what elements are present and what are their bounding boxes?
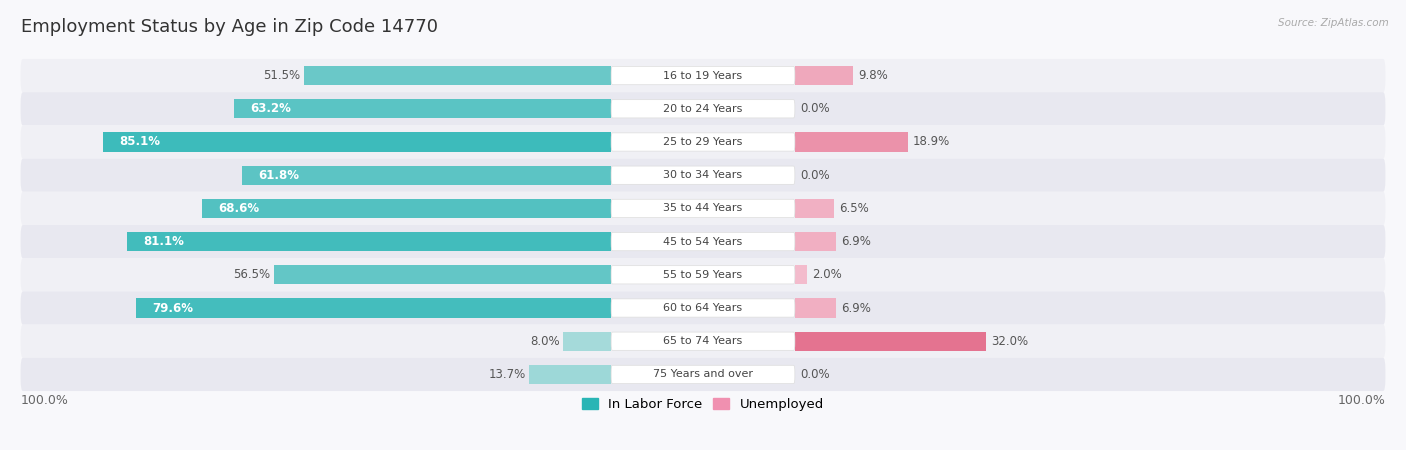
FancyBboxPatch shape <box>21 358 1385 391</box>
Bar <box>233 99 612 118</box>
Text: 75 Years and over: 75 Years and over <box>652 369 754 379</box>
Legend: In Labor Force, Unemployed: In Labor Force, Unemployed <box>576 393 830 417</box>
FancyBboxPatch shape <box>21 258 1385 292</box>
Bar <box>794 265 807 284</box>
Text: 56.5%: 56.5% <box>233 268 270 281</box>
FancyBboxPatch shape <box>612 299 794 317</box>
FancyBboxPatch shape <box>612 99 794 118</box>
FancyBboxPatch shape <box>612 166 794 184</box>
FancyBboxPatch shape <box>612 266 794 284</box>
Text: 79.6%: 79.6% <box>152 302 193 315</box>
Bar <box>529 365 612 384</box>
Bar <box>304 66 612 85</box>
Text: 45 to 54 Years: 45 to 54 Years <box>664 237 742 247</box>
Bar <box>564 332 612 351</box>
Text: 20 to 24 Years: 20 to 24 Years <box>664 104 742 114</box>
Bar <box>794 332 986 351</box>
Text: 100.0%: 100.0% <box>1337 394 1385 407</box>
Text: 32.0%: 32.0% <box>991 335 1028 348</box>
Text: 18.9%: 18.9% <box>912 135 950 148</box>
FancyBboxPatch shape <box>612 332 794 351</box>
FancyBboxPatch shape <box>21 324 1385 358</box>
FancyBboxPatch shape <box>21 225 1385 258</box>
Text: 6.5%: 6.5% <box>839 202 869 215</box>
Text: Employment Status by Age in Zip Code 14770: Employment Status by Age in Zip Code 147… <box>21 18 439 36</box>
Text: 51.5%: 51.5% <box>263 69 301 82</box>
FancyBboxPatch shape <box>21 192 1385 225</box>
FancyBboxPatch shape <box>612 233 794 251</box>
Text: 0.0%: 0.0% <box>800 169 830 182</box>
Text: 100.0%: 100.0% <box>21 394 69 407</box>
FancyBboxPatch shape <box>21 126 1385 158</box>
Bar <box>794 132 908 152</box>
Bar <box>103 132 612 152</box>
Text: 8.0%: 8.0% <box>530 335 560 348</box>
Bar <box>136 298 612 318</box>
FancyBboxPatch shape <box>612 199 794 217</box>
Bar <box>794 199 834 218</box>
FancyBboxPatch shape <box>612 67 794 85</box>
FancyBboxPatch shape <box>21 158 1385 192</box>
Bar <box>794 298 837 318</box>
Text: 9.8%: 9.8% <box>859 69 889 82</box>
Bar <box>274 265 612 284</box>
Text: 55 to 59 Years: 55 to 59 Years <box>664 270 742 280</box>
Text: 13.7%: 13.7% <box>489 368 526 381</box>
Text: 35 to 44 Years: 35 to 44 Years <box>664 203 742 213</box>
Text: 25 to 29 Years: 25 to 29 Years <box>664 137 742 147</box>
FancyBboxPatch shape <box>612 365 794 383</box>
Bar <box>794 66 853 85</box>
Text: 30 to 34 Years: 30 to 34 Years <box>664 170 742 180</box>
Text: 6.9%: 6.9% <box>841 235 872 248</box>
Text: 85.1%: 85.1% <box>120 135 160 148</box>
Text: 6.9%: 6.9% <box>841 302 872 315</box>
FancyBboxPatch shape <box>21 92 1385 126</box>
FancyBboxPatch shape <box>21 59 1385 92</box>
Text: 0.0%: 0.0% <box>800 102 830 115</box>
FancyBboxPatch shape <box>612 133 794 151</box>
Bar <box>201 199 612 218</box>
Text: 16 to 19 Years: 16 to 19 Years <box>664 71 742 81</box>
Text: 63.2%: 63.2% <box>250 102 291 115</box>
Text: 65 to 74 Years: 65 to 74 Years <box>664 336 742 346</box>
Text: 61.8%: 61.8% <box>259 169 299 182</box>
Text: 0.0%: 0.0% <box>800 368 830 381</box>
Bar <box>794 232 837 251</box>
Bar <box>127 232 612 251</box>
Text: 68.6%: 68.6% <box>218 202 259 215</box>
Text: 2.0%: 2.0% <box>813 268 842 281</box>
Text: 60 to 64 Years: 60 to 64 Years <box>664 303 742 313</box>
Text: 81.1%: 81.1% <box>143 235 184 248</box>
FancyBboxPatch shape <box>21 292 1385 324</box>
Bar <box>242 166 612 185</box>
Text: Source: ZipAtlas.com: Source: ZipAtlas.com <box>1278 18 1389 28</box>
